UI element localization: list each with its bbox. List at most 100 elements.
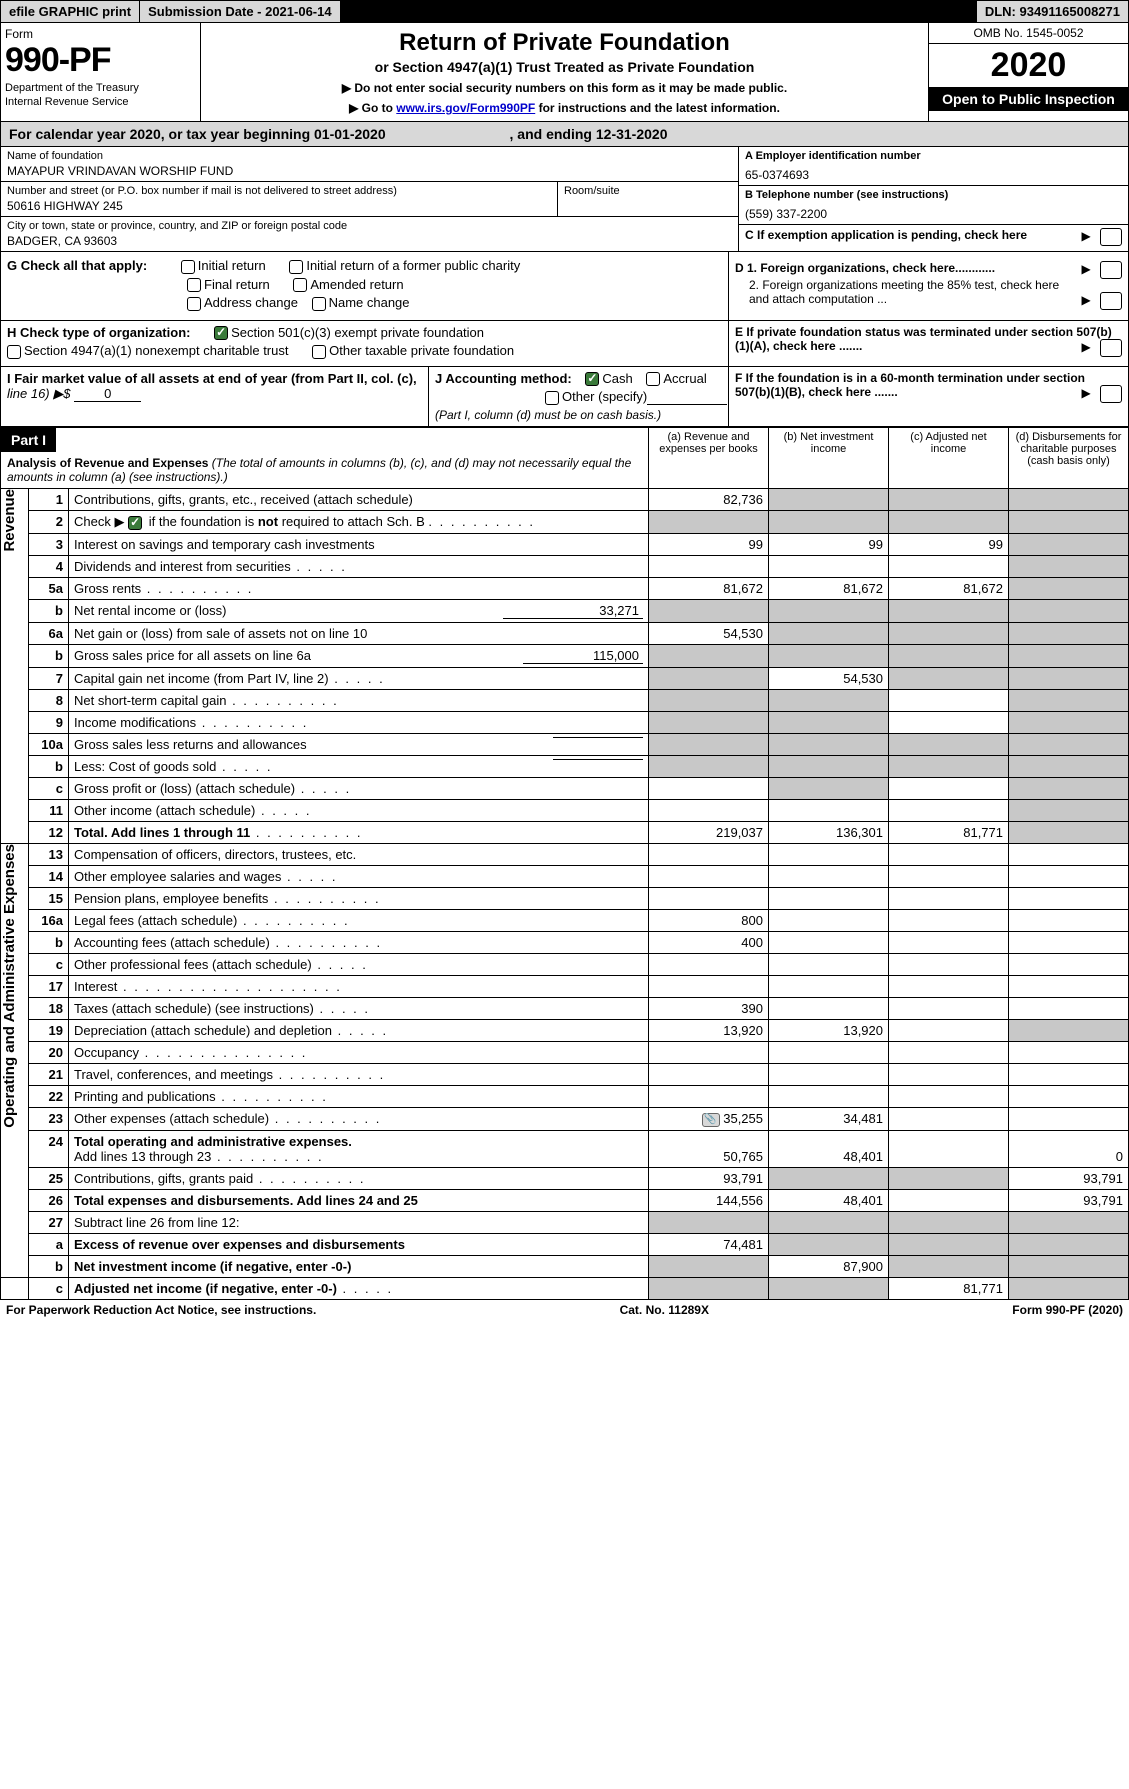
room-suite-cell: Room/suite (558, 182, 738, 216)
row-val-a: 📎 35,255 (649, 1107, 769, 1130)
table-row: 23 Other expenses (attach schedule) 📎 35… (1, 1107, 1129, 1130)
row-num: 11 (29, 799, 69, 821)
table-row: 20 Occupancy (1, 1041, 1129, 1063)
row-val-d (1009, 622, 1129, 644)
form-number: 990-PF (5, 41, 196, 80)
table-row: 25 Contributions, gifts, grants paid 93,… (1, 1167, 1129, 1189)
city-label: City or town, state or province, country… (7, 220, 732, 232)
row-val-b (769, 510, 889, 533)
attachment-icon[interactable]: 📎 (702, 1113, 720, 1127)
row-val-c (889, 799, 1009, 821)
other-method-input[interactable] (647, 389, 727, 405)
initial-return-label: Initial return (198, 258, 266, 273)
row-num: 4 (29, 555, 69, 577)
row-val-b (769, 887, 889, 909)
row-val-a: 144,556 (649, 1189, 769, 1211)
d2-checkbox[interactable] (1100, 292, 1122, 310)
row-num: 6a (29, 622, 69, 644)
row-val-a (649, 865, 769, 887)
initial-former-label: Initial return of a former public charit… (306, 258, 520, 273)
calyear-begin: 01-01-2020 (314, 126, 386, 142)
final-return-checkbox[interactable] (187, 278, 201, 292)
table-row: 6a Net gain or (loss) from sale of asset… (1, 622, 1129, 644)
amended-return-checkbox[interactable] (293, 278, 307, 292)
row-val-b (769, 975, 889, 997)
table-row: b Less: Cost of goods sold (1, 755, 1129, 777)
row-desc: Net investment income (if negative, ente… (69, 1255, 649, 1277)
form-title-block: Return of Private Foundation or Section … (201, 23, 928, 121)
initial-former-checkbox[interactable] (289, 260, 303, 274)
address-row: Number and street (or P.O. box number if… (1, 182, 738, 217)
row-num: 23 (29, 1107, 69, 1130)
table-row: 7 Capital gain net income (from Part IV,… (1, 667, 1129, 689)
row-num: 14 (29, 865, 69, 887)
r25-desc: Contributions, gifts, grants paid (74, 1171, 253, 1186)
row-desc: Other expenses (attach schedule) (69, 1107, 649, 1130)
table-row: b Accounting fees (attach schedule) 400 (1, 931, 1129, 953)
goto-post: for instructions and the latest informat… (535, 101, 780, 115)
row-val-c (889, 1085, 1009, 1107)
row-num: 24 (29, 1130, 69, 1167)
row-val-d (1009, 689, 1129, 711)
phone-cell: B Telephone number (see instructions) (5… (739, 186, 1128, 225)
other-method-checkbox[interactable] (545, 391, 559, 405)
accrual-checkbox[interactable] (646, 372, 660, 386)
j-section: J Accounting method: Cash Accrual Other … (428, 367, 728, 426)
f-checkbox[interactable] (1100, 385, 1122, 403)
row-val-b (769, 777, 889, 799)
r5a-desc: Gross rents (74, 581, 141, 596)
row-val-b (769, 733, 889, 755)
row-desc: Net short-term capital gain (69, 689, 649, 711)
table-row: 2 Check ▶ if the foundation is not requi… (1, 510, 1129, 533)
row-val-a (649, 711, 769, 733)
row-val-b (769, 997, 889, 1019)
table-row: a Excess of revenue over expenses and di… (1, 1233, 1129, 1255)
name-change-checkbox[interactable] (312, 297, 326, 311)
row-val-d (1009, 821, 1129, 843)
row-desc: Income modifications (69, 711, 649, 733)
final-return-label: Final return (204, 277, 270, 292)
row-desc: Total operating and administrative expen… (69, 1130, 649, 1167)
table-row: 18 Taxes (attach schedule) (see instruct… (1, 997, 1129, 1019)
row-val-a (649, 777, 769, 799)
4947a1-checkbox[interactable] (7, 345, 21, 359)
address-change-checkbox[interactable] (187, 297, 201, 311)
r5b-desc: Net rental income or (loss) (74, 603, 226, 618)
r23-a: 35,255 (723, 1111, 763, 1126)
ssn-warning: ▶ Do not enter social security numbers o… (207, 81, 922, 95)
row-val-b (769, 488, 889, 510)
table-row: 16a Legal fees (attach schedule) 800 (1, 909, 1129, 931)
submission-date-button[interactable]: Submission Date - 2021-06-14 (140, 1, 341, 22)
name-change-label: Name change (329, 295, 410, 310)
501c3-checkbox[interactable] (214, 326, 228, 340)
efile-print-button[interactable]: efile GRAPHIC print (1, 1, 140, 22)
col-c-header: (c) Adjusted net income (889, 427, 1009, 488)
sch-b-checkbox[interactable] (128, 516, 142, 530)
goto-note: ▶ Go to www.irs.gov/Form990PF for instru… (207, 101, 922, 115)
table-row: 21 Travel, conferences, and meetings (1, 1063, 1129, 1085)
table-row: 3 Interest on savings and temporary cash… (1, 533, 1129, 555)
row-num: 8 (29, 689, 69, 711)
r15-desc: Pension plans, employee benefits (74, 891, 268, 906)
cash-checkbox[interactable] (585, 372, 599, 386)
d2-label: 2. Foreign organizations meeting the 85%… (749, 278, 1059, 306)
d1-checkbox[interactable] (1100, 261, 1122, 279)
row-val-d (1009, 577, 1129, 599)
row-desc: Subtract line 26 from line 12: (69, 1211, 649, 1233)
row-desc: Occupancy (69, 1041, 649, 1063)
exemption-pending-checkbox[interactable] (1100, 228, 1122, 246)
row-num: 7 (29, 667, 69, 689)
calyear-end: 12-31-2020 (596, 126, 668, 142)
row-val-a: 50,765 (649, 1130, 769, 1167)
other-taxable-checkbox[interactable] (312, 345, 326, 359)
table-row: 11 Other income (attach schedule) (1, 799, 1129, 821)
irs-form-link[interactable]: www.irs.gov/Form990PF (396, 101, 535, 115)
row-num: 20 (29, 1041, 69, 1063)
row-num: 22 (29, 1085, 69, 1107)
ein-label: A Employer identification number (745, 150, 1122, 162)
e-checkbox[interactable] (1100, 339, 1122, 357)
initial-return-checkbox[interactable] (181, 260, 195, 274)
row-desc: Interest (69, 975, 649, 997)
row-val-a: 13,920 (649, 1019, 769, 1041)
table-row: 10a Gross sales less returns and allowan… (1, 733, 1129, 755)
